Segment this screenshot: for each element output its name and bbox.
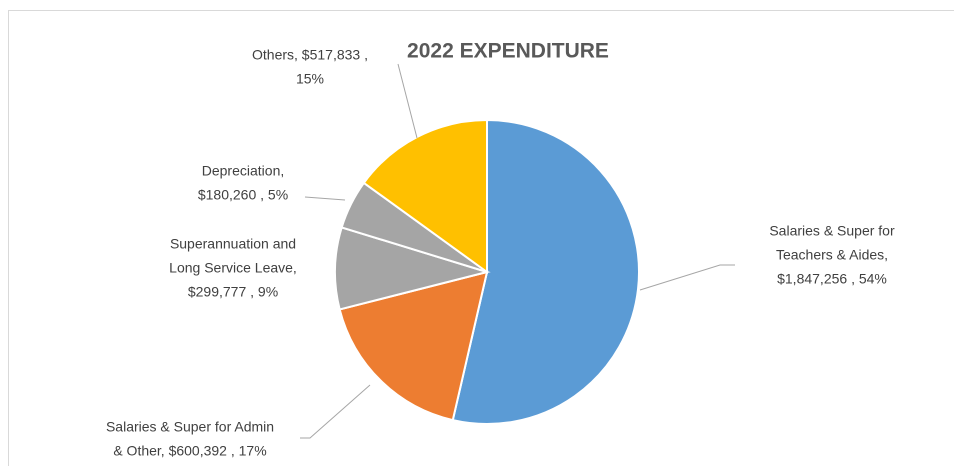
data-label: Superannuation and xyxy=(170,236,296,252)
leader-line xyxy=(300,384,371,439)
data-label: $180,260 , 5% xyxy=(198,187,288,203)
pie-slice xyxy=(338,270,489,422)
chart-frame xyxy=(8,10,954,466)
data-label: Others, $517,833 , xyxy=(252,47,368,63)
data-label: Long Service Leave, xyxy=(169,260,297,276)
data-label: Teachers & Aides, xyxy=(776,247,888,263)
pie-slice xyxy=(334,226,491,311)
leader-line xyxy=(639,264,735,291)
data-label: $1,847,256 , 54% xyxy=(777,271,887,287)
data-label: $299,777 , 9% xyxy=(188,284,278,300)
data-label: 15% xyxy=(296,71,324,87)
data-label: Depreciation, xyxy=(202,163,285,179)
leader-line xyxy=(397,63,418,139)
pie-slice xyxy=(362,118,488,274)
pie-slice xyxy=(451,118,640,425)
leader-line xyxy=(304,196,346,201)
data-label: Salaries & Super for xyxy=(769,223,895,239)
data-label: Salaries & Super for Admin xyxy=(106,419,274,435)
chart-title: 2022 EXPENDITURE xyxy=(407,40,609,63)
data-label: & Other, $600,392 , 17% xyxy=(113,443,266,459)
